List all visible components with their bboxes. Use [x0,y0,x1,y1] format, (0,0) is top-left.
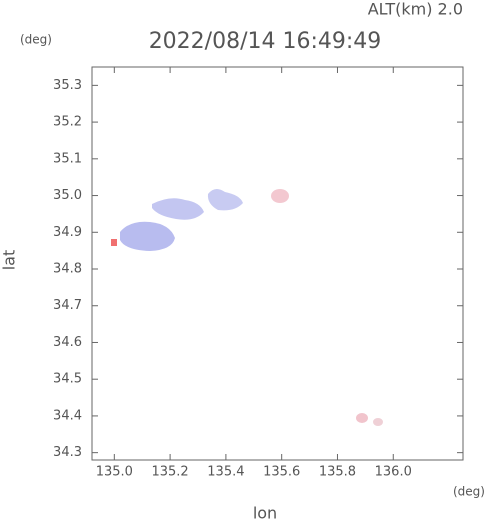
y-tick-label: 35.1 [53,151,82,166]
y-unit: (deg) [20,33,52,47]
echo [120,221,175,251]
echo [271,189,289,203]
chart-title: 2022/08/14 16:49:49 [149,29,382,54]
x-tick-label: 135.6 [263,465,300,480]
x-axis-title: lon [253,504,277,521]
y-tick-label: 35.2 [53,115,82,130]
echo [111,239,117,246]
x-tick-label: 136.0 [375,465,412,480]
y-tick-label: 34.4 [53,408,82,423]
altitude-label: ALT(km) 2.0 [368,0,463,19]
x-tick-label: 135.4 [207,465,244,480]
echo [373,418,383,426]
echo-regions [111,188,383,426]
y-tick-label: 34.9 [53,225,82,240]
x-tick-label: 135.2 [151,465,188,480]
y-tick-label: 34.5 [53,372,82,387]
y-tick-label: 35.0 [53,188,82,203]
x-unit: (deg) [453,485,485,499]
y-tick-label: 35.3 [53,78,82,93]
echo [356,413,368,423]
plot-frame [91,66,464,461]
y-tick-label: 34.6 [53,335,82,350]
x-tick-label: 135.8 [319,465,356,480]
y-tick-label: 34.8 [53,262,82,277]
y-tick-label: 34.3 [53,445,82,460]
y-axis-title: lat [0,250,19,271]
y-tick-label: 34.7 [53,298,82,313]
echo [207,188,243,211]
x-tick-label: 135.0 [96,465,133,480]
echo [152,198,204,220]
